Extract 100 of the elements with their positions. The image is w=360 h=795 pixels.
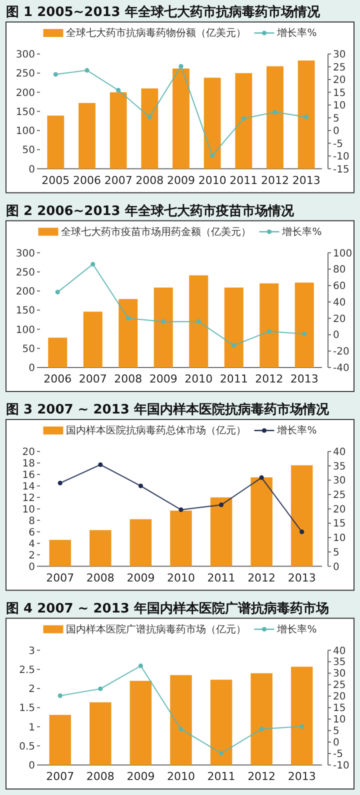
bar: [170, 510, 192, 566]
bar: [110, 92, 127, 169]
y2-tick-label: 80: [333, 264, 346, 276]
x-tick-label: 2008: [86, 571, 114, 584]
y2-tick-label: -20: [333, 346, 350, 358]
y-tick-label: 100: [16, 126, 35, 137]
bar: [90, 530, 112, 566]
bar: [298, 60, 315, 169]
legend-label: 国内样本医院广谱抗病毒药市场（亿元）: [66, 623, 246, 636]
x-tick-label: 2010: [198, 174, 226, 187]
bar: [170, 675, 192, 765]
y2-tick-label: 25: [333, 490, 346, 502]
point: [84, 68, 90, 73]
point: [98, 686, 103, 692]
point: [300, 530, 304, 534]
y-tick-label: 8: [28, 516, 35, 527]
point: [147, 114, 152, 120]
point: [90, 262, 96, 267]
y-tick-label: 100: [16, 324, 35, 336]
y-tick-label: 3: [28, 646, 35, 657]
y-tick-label: 0: [28, 562, 35, 573]
y2-tick-label: 20: [333, 314, 346, 325]
y2-tick-label: 35: [333, 461, 346, 472]
bar: [250, 477, 272, 566]
point: [178, 507, 184, 512]
point: [304, 114, 309, 120]
y2-tick-label: -10: [333, 152, 350, 162]
bar: [130, 680, 152, 765]
y2-tick-label: 25: [333, 680, 346, 692]
bar: [266, 66, 284, 169]
point: [300, 724, 304, 729]
x-tick-label: 2013: [292, 174, 320, 187]
y2-tick-label: -15: [333, 164, 350, 176]
y2-tick-label: -5: [333, 138, 343, 150]
x-tick-label: 2011: [207, 571, 236, 584]
y-tick-label: 12: [22, 492, 35, 504]
legend-label: 增长率%: [276, 27, 317, 39]
y-tick-label: 200: [16, 88, 35, 99]
x-tick-label: 2009: [149, 372, 178, 386]
x-tick-label: 2006: [73, 174, 101, 187]
x-tick-label: 2009: [167, 174, 195, 187]
x-tick-label: 2007: [46, 571, 74, 584]
y2-tick-label: 35: [333, 657, 346, 668]
chart-title: 图 3 2007 ~ 2013 年国内样本医院抗病毒药市场情况: [6, 402, 330, 418]
x-tick-label: 2008: [114, 372, 142, 386]
bar: [141, 88, 158, 169]
bar: [90, 702, 112, 765]
legend-label: 国内样本医院抗病毒药总体市场（亿元）: [66, 424, 246, 436]
y2-tick-label: 0: [333, 562, 340, 573]
bar: [78, 102, 96, 169]
legend-label: 全球七大药市疫苗市场用药金额（亿美元）: [61, 226, 252, 238]
x-tick-label: 2013: [290, 372, 318, 386]
x-tick-label: 2011: [207, 770, 236, 783]
y-tick-label: 16: [22, 470, 35, 481]
point: [178, 64, 184, 69]
point: [210, 153, 215, 158]
point: [232, 343, 236, 348]
legend-label: 全球七大药市抗病毒药物份额（亿美元）: [66, 27, 246, 39]
legend-label: 增长率%: [281, 226, 322, 238]
bar: [172, 68, 190, 169]
point: [259, 475, 264, 480]
point: [218, 750, 224, 756]
chart-title: 图 2 2006~2013 年全球七大药市疫苗市场情况: [6, 202, 295, 219]
x-tick-label: 2010: [167, 571, 195, 584]
y-tick-label: 250: [16, 267, 35, 278]
x-tick-label: 2007: [46, 770, 74, 783]
y2-tick-label: 0: [333, 126, 340, 137]
bar: [154, 288, 173, 368]
y-tick-label: 50: [22, 145, 35, 156]
point: [53, 72, 58, 77]
y2-tick-label: 25: [333, 62, 346, 74]
x-tick-label: 2010: [184, 372, 213, 386]
x-tick-label: 2011: [220, 372, 248, 386]
y2-tick-label: 30: [333, 668, 346, 680]
point: [259, 726, 264, 732]
bar: [130, 519, 152, 566]
chart-title: 图 1 2005~2013 年全球七大药市抗病毒药市场情况: [6, 4, 321, 20]
legend-label: 增长率%: [276, 623, 317, 636]
chart-title: 图 4 2007 ~ 2013 年国内样本医院广谱抗病毒药市场: [6, 600, 329, 616]
bar: [118, 299, 138, 368]
x-tick-label: 2012: [248, 770, 276, 783]
bar: [189, 275, 208, 368]
bar: [204, 78, 221, 169]
x-tick-label: 2006: [44, 372, 72, 386]
bar: [294, 282, 314, 368]
y2-tick-label: 40: [333, 447, 346, 458]
y2-tick-label: 20: [333, 504, 346, 516]
y2-tick-label: -5: [333, 749, 343, 760]
x-tick-label: 2011: [230, 174, 258, 187]
bar: [49, 714, 72, 765]
y-tick-label: 18: [22, 458, 35, 470]
y-tick-label: 2.5: [19, 664, 35, 676]
y2-tick-label: 20: [333, 75, 346, 86]
y-tick-label: 2: [28, 684, 35, 695]
x-tick-label: 2013: [288, 770, 316, 783]
y-tick-label: 1.5: [19, 703, 35, 714]
y-tick-label: 0: [28, 363, 35, 374]
y-tick-label: 14: [22, 481, 35, 492]
bar: [83, 312, 102, 368]
x-tick-label: 2007: [104, 174, 132, 187]
